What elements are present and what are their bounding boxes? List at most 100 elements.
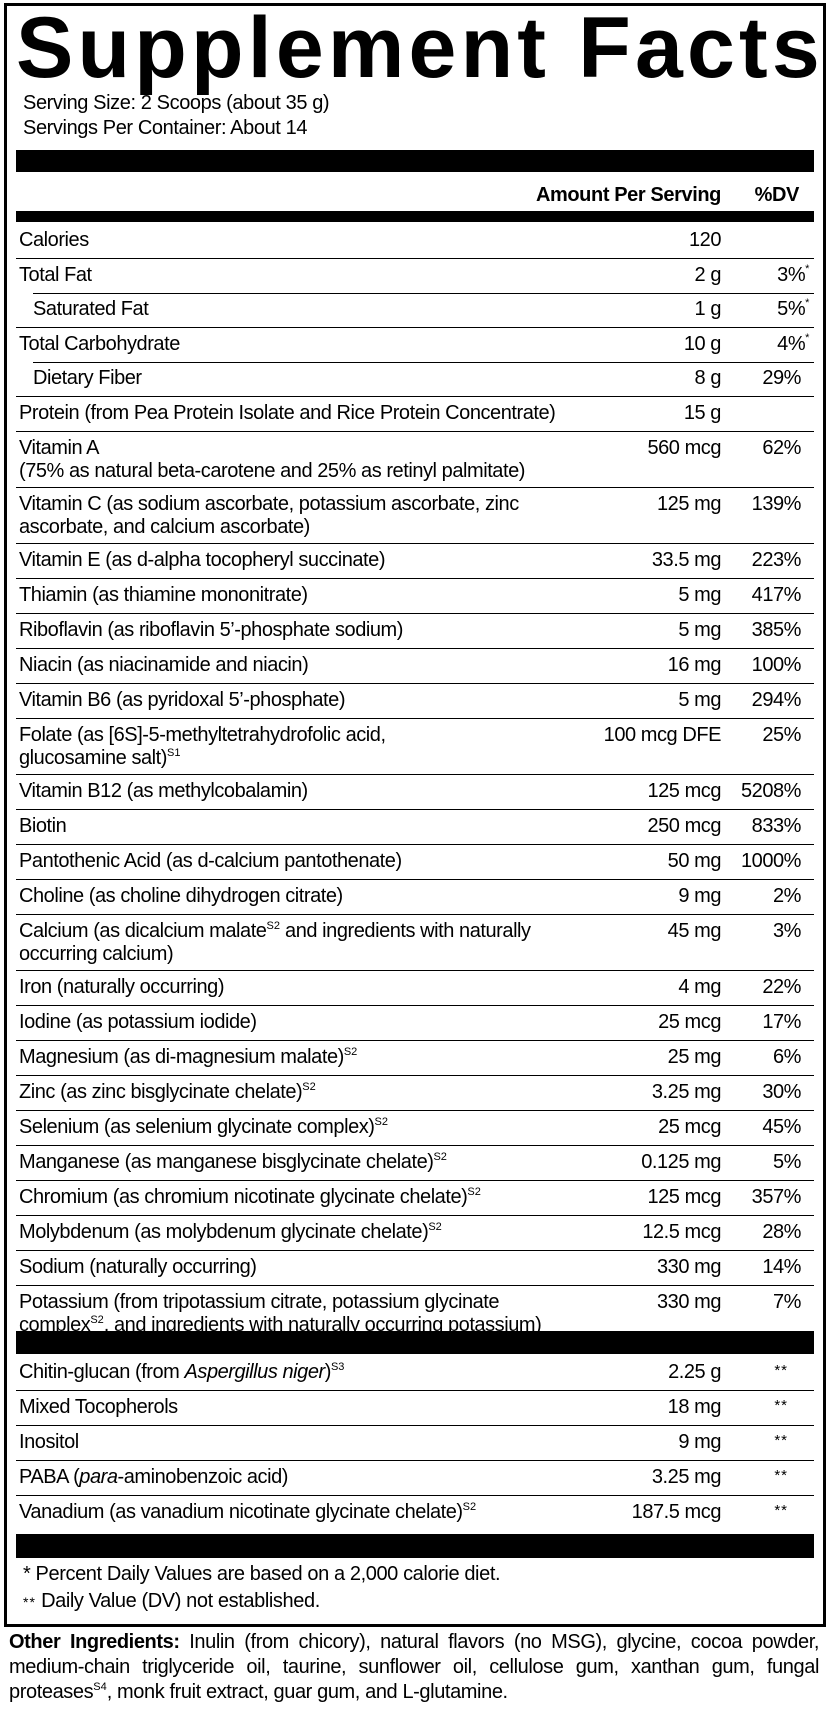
nutrient-amount: 45 mg (667, 920, 722, 942)
nutrient-name: Inositol (16, 1431, 619, 1454)
nutrient-dv: 7% (772, 1291, 801, 1313)
name-text: Vitamin C (as sodium ascorbate, potassiu… (19, 493, 519, 538)
dv-footnote-mark: * (805, 263, 809, 275)
nutrient-amount: 25 mcg (658, 1011, 721, 1033)
name-text: Niacin (as niacinamide and niacin) (19, 654, 309, 676)
nutrient-name: Calories (16, 229, 619, 252)
nutrient-amount: 5 mg (678, 619, 721, 641)
other-ingredients-text: Inulin (from chicory), natural flavors (… (9, 1631, 820, 1703)
footnote-not-established: ** Daily Value (DV) not established. (23, 1589, 320, 1614)
name-text: Iodine (as potassium iodide) (19, 1011, 257, 1033)
nutrient-amount: 120 (688, 229, 721, 251)
nutrient-dv: 25% (762, 724, 801, 746)
name-text: Dietary Fiber (33, 367, 142, 389)
thick-divider (16, 211, 814, 222)
nutrient-name: Chromium (as chromium nicotinate glycina… (16, 1186, 619, 1209)
table-row: Vanadium (as vanadium nicotinate glycina… (16, 1495, 814, 1530)
nutrient-amount: 33.5 mg (651, 549, 722, 571)
table-row: Thiamin (as thiamine mononitrate) 5 mg 417… (16, 578, 814, 613)
nutrient-amount: 125 mg (656, 493, 721, 515)
table-row: PABA (para-aminobenzoic acid) 3.25 mg ** (16, 1460, 814, 1495)
footnote-mark: * (23, 1563, 31, 1585)
nutrient-name: Vitamin B12 (as methylcobalamin) (16, 780, 619, 803)
footnote-ref: S2 (428, 1221, 442, 1233)
footnote-ref: S2 (90, 1314, 104, 1326)
table-row: Vitamin E (as d-alpha tocopheryl succina… (16, 543, 814, 578)
nutrient-name: Chitin-glucan (from Aspergillus niger)S3 (16, 1361, 619, 1384)
table-row: Chromium (as chromium nicotinate glycina… (16, 1180, 814, 1215)
nutrient-name: Manganese (as manganese bisglycinate che… (16, 1151, 619, 1174)
table-row: Saturated Fat 1 g 5%* (16, 293, 814, 327)
nutrient-dv: 14% (762, 1256, 801, 1278)
nutrient-amount: 125 mcg (647, 780, 721, 802)
dv-footnote-mark: * (805, 297, 809, 309)
dv-header: %DV (754, 184, 800, 206)
footnote-ref: S2 (374, 1116, 388, 1128)
nutrient-dv: 45% (762, 1116, 801, 1138)
footnote-text: Daily Value (DV) not established. (35, 1590, 320, 1612)
footnote-ref: S2 (302, 1081, 316, 1093)
nutrient-name: Biotin (16, 815, 619, 838)
name-text: Folate (as [6S]-5-methyltetrahydrofolic … (19, 724, 386, 769)
nutrient-amount: 16 mg (667, 654, 722, 676)
nutrient-amount: 10 g (683, 333, 722, 355)
nutrient-table: Calories 120 Total Fat 2 g 3%* Saturated Fat 1… (16, 224, 814, 1341)
nutrient-name: Sodium (naturally occurring) (16, 1256, 619, 1279)
nutrient-dv: ** (774, 1432, 788, 1449)
table-row: Total Carbohydrate 10 g 4%* (16, 327, 814, 362)
footnote-ref: S3 (330, 1361, 345, 1373)
name-text: Choline (as choline dihydrogen citrate) (19, 885, 343, 907)
table-row: Niacin (as niacinamide and niacin) 16 mg 1… (16, 648, 814, 683)
nutrient-dv: ** (774, 1397, 788, 1414)
footnote-ref: S2 (343, 1046, 358, 1058)
footnote-ref: S2 (467, 1186, 481, 1198)
nutrient-dv: 5%* (777, 297, 809, 321)
nutrient-dv: 17% (762, 1011, 801, 1033)
nutrient-amount: 9 mg (678, 885, 721, 907)
name-text: , and ingredients with naturally occurri… (103, 1314, 542, 1336)
name-text: Total Fat (19, 264, 92, 286)
table-row: Biotin 250 mcg 833% (16, 809, 814, 844)
supplement-facts-panel: Supplement Facts Serving Size: 2 Scoops … (4, 0, 826, 1627)
name-text: Manganese (as manganese bisglycinate che… (19, 1151, 434, 1173)
name-text: para (79, 1466, 118, 1488)
name-text: Iron (naturally occurring) (19, 976, 225, 998)
footnote-dv: * Percent Daily Values are based on a 2,… (23, 1562, 501, 1586)
name-text: Calories (19, 229, 89, 251)
name-text: Potassium (from tripotassium citrate, po… (19, 1291, 500, 1336)
nutrient-dv: 5% (772, 1151, 801, 1173)
nutrient-dv: 223% (751, 549, 802, 571)
table-row: Vitamin B12 (as methylcobalamin) 125 mcg 5… (16, 774, 814, 809)
name-text: Saturated Fat (33, 298, 149, 320)
nutrient-name: Zinc (as zinc bisglycinate chelate)S2 (16, 1081, 619, 1104)
footnote-ref: S2 (266, 920, 280, 932)
table-row: Riboflavin (as riboflavin 5’-phosphate s… (16, 613, 814, 648)
name-text: Biotin (19, 815, 67, 837)
name-text: Pantothenic Acid (as d-calcium pantothen… (19, 850, 402, 872)
nutrient-name: Thiamin (as thiamine mononitrate) (16, 584, 619, 607)
nutrient-name: Total Fat (16, 264, 619, 287)
name-text: Total Carbohydrate (19, 333, 180, 355)
nutrient-dv: 5208% (740, 780, 801, 802)
name-text: and ingredients with naturally occurring… (19, 920, 531, 965)
name-text: Vitamin B12 (as methylcobalamin) (19, 780, 308, 802)
nutrient-dv: 28% (762, 1221, 801, 1243)
name-text: Calcium (as dicalcium malate (19, 920, 267, 942)
table-row: Sodium (naturally occurring) 330 mg 14% (16, 1250, 814, 1285)
thick-divider (16, 1534, 814, 1558)
nutrient-name: Iron (naturally occurring) (16, 976, 619, 999)
nutrient-name: Dietary Fiber (16, 367, 633, 390)
nutrient-amount: 250 mcg (647, 815, 721, 837)
table-row: Mixed Tocopherols 18 mg ** (16, 1390, 814, 1425)
table-row: Folate (as [6S]-5-methyltetrahydrofolic … (16, 718, 814, 774)
thick-divider (16, 1331, 814, 1354)
table-row: Inositol 9 mg ** (16, 1425, 814, 1460)
nutrient-dv: 6% (772, 1046, 801, 1068)
table-row: Chitin-glucan (from Aspergillus niger)S3… (16, 1356, 814, 1390)
footnote-ref: S2 (462, 1501, 477, 1513)
nutrient-amount: 2 g (694, 264, 722, 286)
nutrient-name: Protein (from Pea Protein Isolate and Ri… (16, 402, 619, 425)
name-text: Zinc (as zinc bisglycinate chelate) (19, 1081, 303, 1103)
nutrient-name: Pantothenic Acid (as d-calcium pantothen… (16, 850, 619, 873)
panel-title: Supplement Facts (16, 0, 824, 96)
